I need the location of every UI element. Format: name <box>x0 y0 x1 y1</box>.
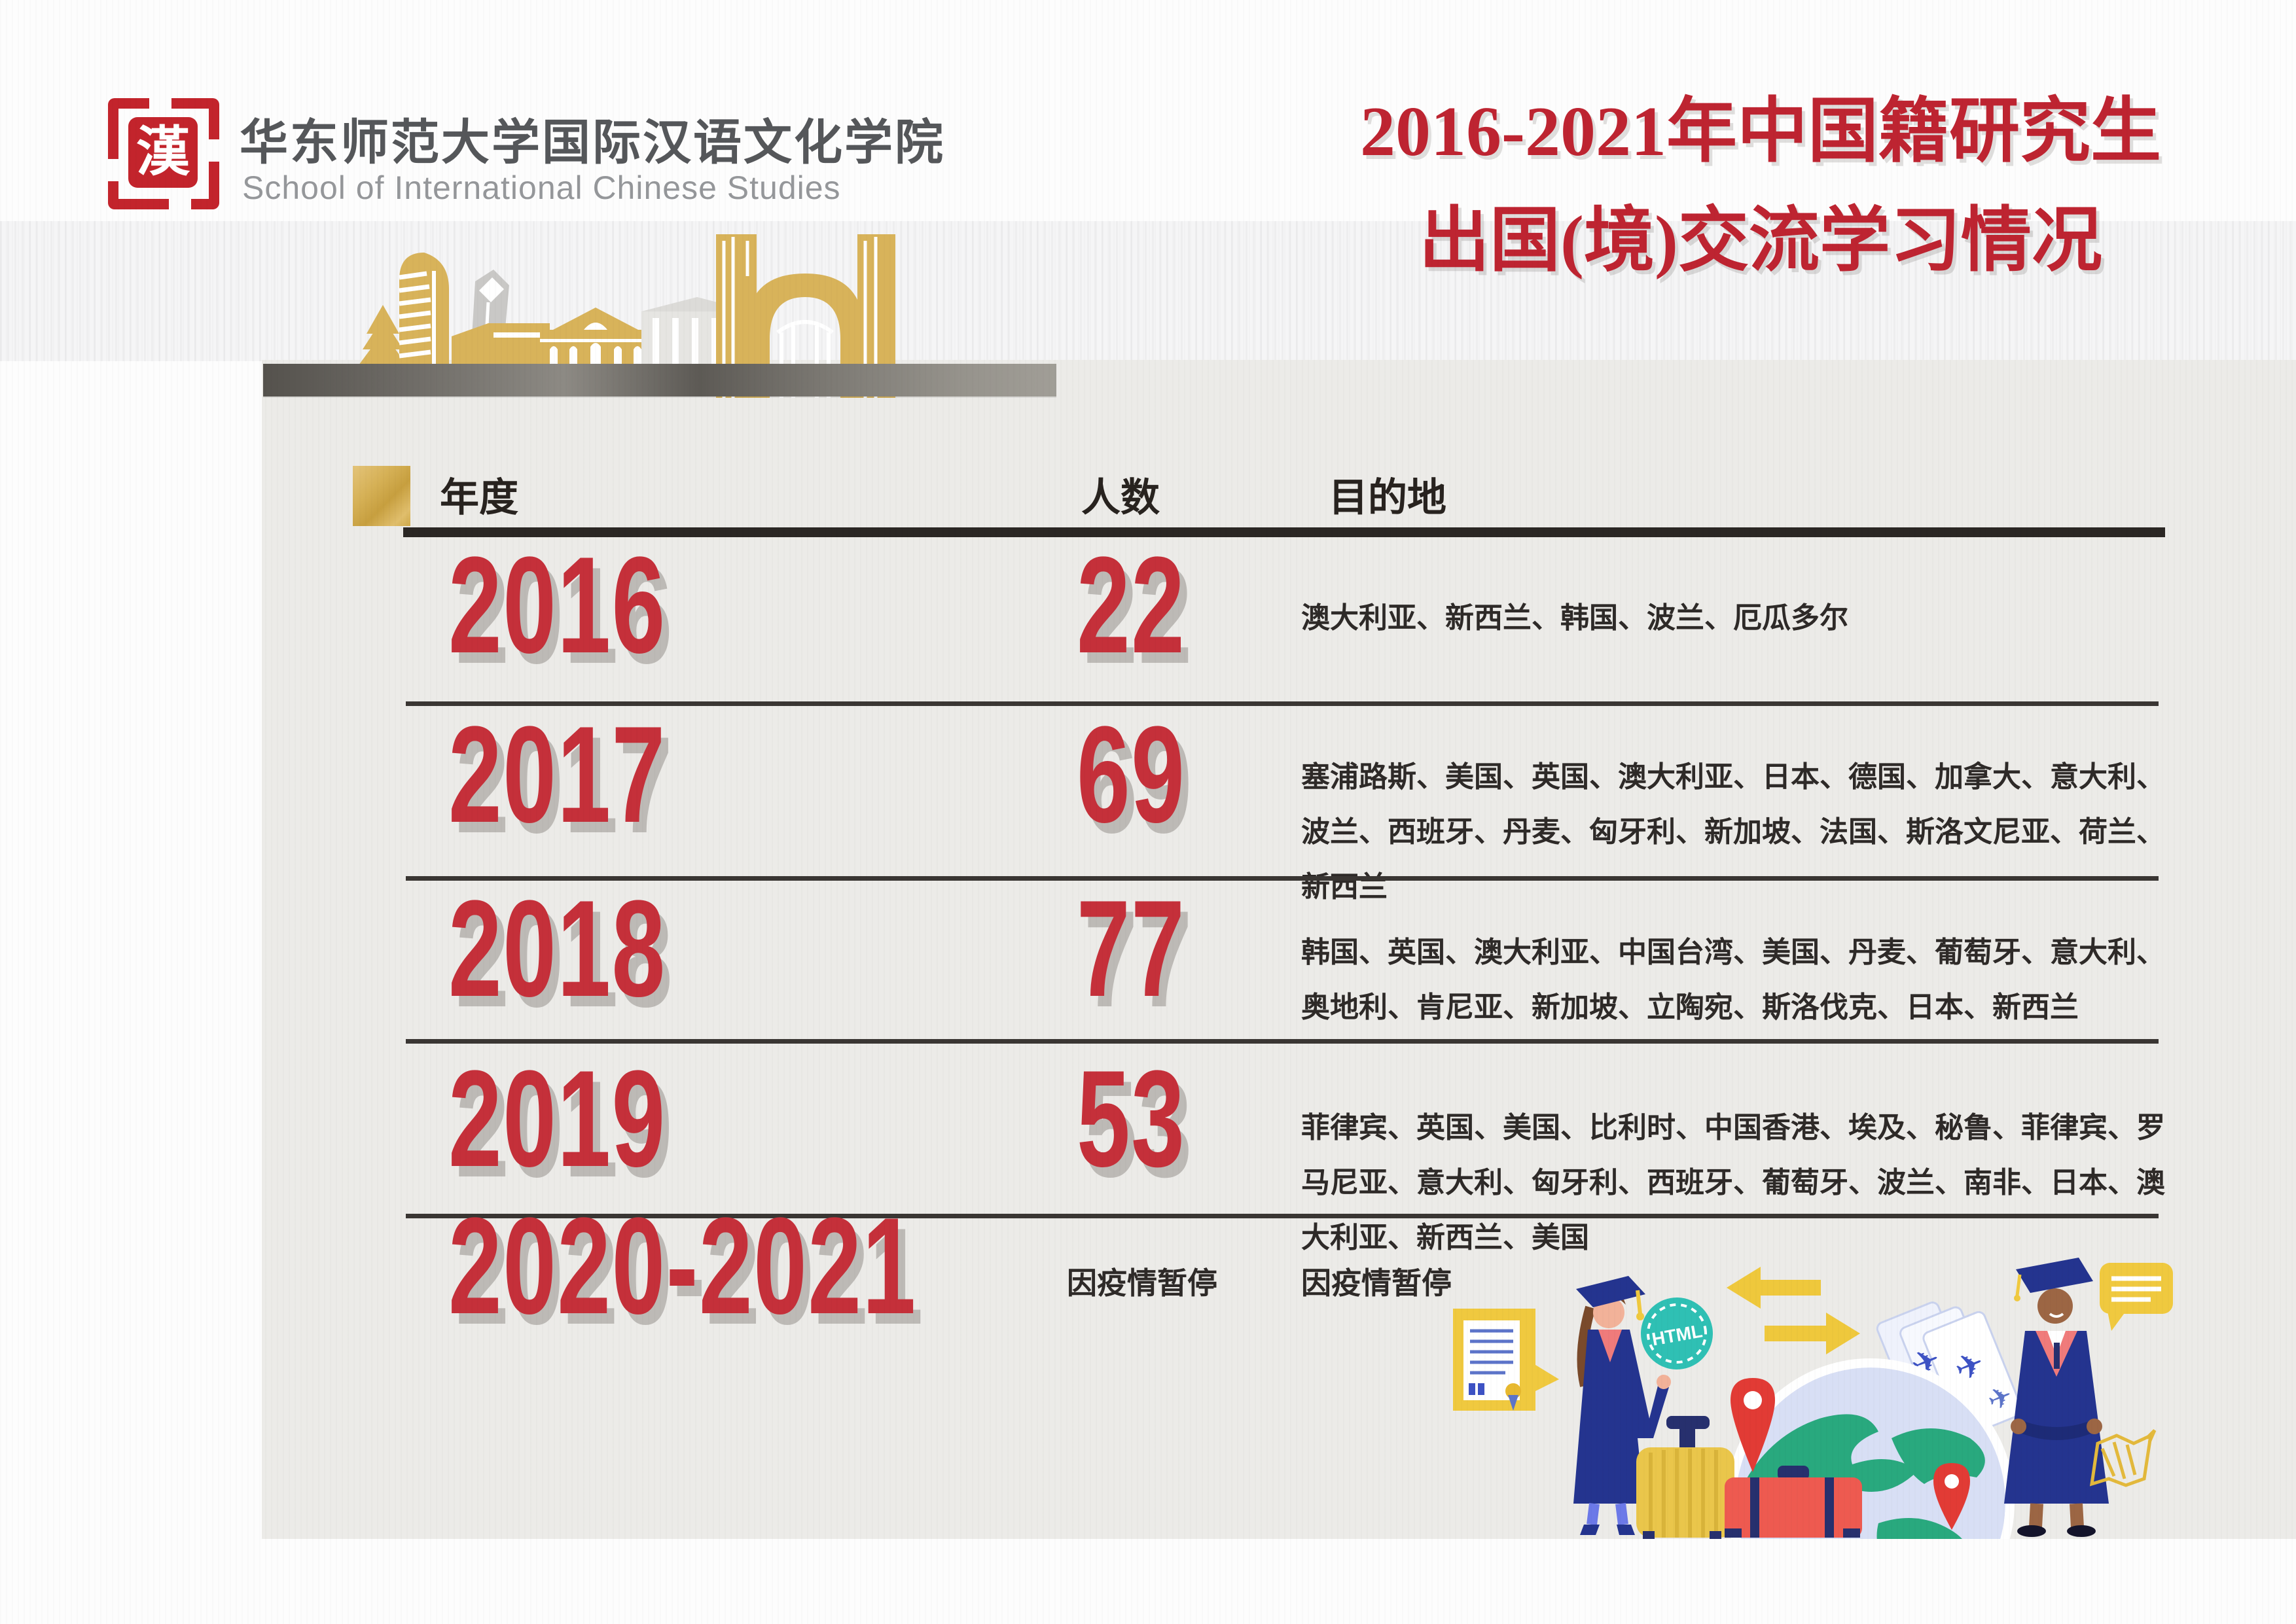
row-destinations: 韩国、英国、澳大利亚、中国台湾、美国、丹麦、葡萄牙、意大利、奥地利、肯尼亚、新加… <box>1301 936 2165 1023</box>
row-divider <box>406 876 2159 881</box>
yellow-suitcase-icon <box>1636 1416 1734 1539</box>
row-year: 2017 <box>448 697 666 851</box>
column-header-count: 人数 <box>1081 476 1160 520</box>
school-seal-logo: 漢 <box>107 97 221 211</box>
seal-character-tile: 漢 <box>128 117 198 188</box>
classical-building <box>540 308 651 370</box>
row-destinations: 因疫情暂停 <box>1301 1266 1452 1300</box>
female-graduate-figure <box>1573 1276 1671 1535</box>
seal-frame-gap <box>149 97 171 110</box>
red-suitcase-icon <box>1725 1466 1862 1538</box>
seal-frame-gap <box>169 198 192 211</box>
study-abroad-illustration: HTML ✈ ✈ ✈ <box>1453 1258 2173 1539</box>
seal-character: 漢 <box>135 122 190 182</box>
column-header-destination: 目的地 <box>1329 476 1446 520</box>
page-title-line1: 2016-2021年中国籍研究生 <box>1360 93 2161 171</box>
row-divider <box>406 701 2159 706</box>
row-year: 2018 <box>448 872 666 1025</box>
campus-skyline-illustration <box>359 234 895 398</box>
seal-frame-gap <box>107 159 120 182</box>
pine-tree-icon <box>359 305 407 370</box>
striped-tower <box>399 253 449 370</box>
row-count: 69 <box>1077 697 1186 851</box>
exchange-arrows-icon <box>1727 1267 1860 1354</box>
gold-slab-building <box>452 323 550 370</box>
seal-frame-gap <box>207 139 221 162</box>
location-pin-icon <box>1933 1463 1970 1530</box>
row-destinations: 澳大利亚、新西兰、韩国、波兰、厄瓜多尔 <box>1301 602 1848 634</box>
row-destinations: 菲律宾、英国、美国、比利时、中国香港、埃及、秘鲁、菲律宾、罗马尼亚、意大利、匈牙… <box>1301 1112 2165 1254</box>
row-divider <box>406 1039 2159 1044</box>
row-count: 因疫情暂停 <box>1067 1266 1217 1300</box>
folded-map-icon <box>2089 1429 2157 1487</box>
speech-bubble-icon <box>2100 1263 2173 1331</box>
page-title: 2016-2021年中国籍研究生 出国(境)交流学习情况 <box>1276 77 2245 296</box>
org-name-chinese: 华东师范大学国际汉语文化学院 <box>240 116 945 170</box>
row-count: 77 <box>1077 872 1186 1025</box>
gold-bullet-square <box>353 466 410 526</box>
row-divider <box>406 1214 2159 1218</box>
org-name-english: School of International Chinese Studies <box>242 169 841 206</box>
plane-tickets-icon: ✈ ✈ ✈ <box>1876 1301 2023 1437</box>
table-header-rule <box>403 527 2165 537</box>
row-count: 22 <box>1077 528 1186 682</box>
html-badge-icon: HTML <box>1641 1297 1713 1369</box>
row-year: 2020-2021 <box>448 1189 917 1343</box>
male-graduate-figure <box>2004 1258 2109 1537</box>
page-title-line2: 出国(境)交流学习情况 <box>1419 202 2102 281</box>
diploma-icon <box>1453 1309 1559 1411</box>
brush-stroke-band <box>263 364 1056 397</box>
location-pin-icon <box>1731 1378 1775 1472</box>
row-count: 53 <box>1077 1042 1186 1195</box>
row-destinations: 塞浦路斯、美国、英国、澳大利亚、日本、德国、加拿大、意大利、波兰、西班牙、丹麦、… <box>1301 761 2165 903</box>
row-year: 2016 <box>448 528 666 682</box>
column-header-year: 年度 <box>440 476 518 520</box>
row-year: 2019 <box>448 1042 666 1195</box>
